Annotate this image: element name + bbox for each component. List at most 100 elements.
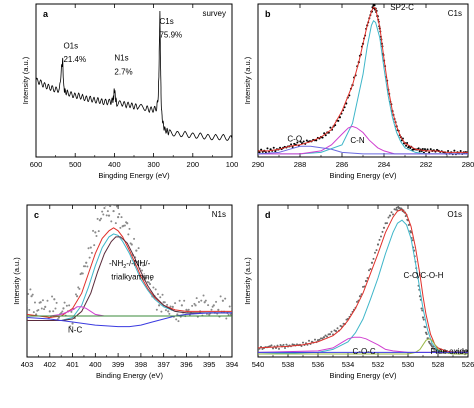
data-point <box>366 277 369 280</box>
data-point <box>409 231 413 234</box>
data-point <box>447 149 450 152</box>
data-point <box>421 148 424 151</box>
data-point <box>386 222 388 225</box>
data-point <box>423 148 426 151</box>
data-point <box>212 304 215 307</box>
data-point <box>375 249 378 252</box>
data-point <box>429 148 432 151</box>
x-tick-label: 536 <box>312 360 325 369</box>
data-point <box>53 298 56 301</box>
annotation-label: C1s <box>159 17 173 26</box>
data-point <box>63 301 66 304</box>
data-point <box>387 216 390 219</box>
series-line <box>258 6 468 153</box>
series-layer <box>258 205 468 356</box>
data-point <box>126 222 129 225</box>
data-point <box>46 299 49 302</box>
panel-c-n1s: 403 402 401 400 399 398 397 396 395 394 Binding En… <box>12 204 238 380</box>
data-point <box>200 299 203 302</box>
data-point <box>117 216 120 219</box>
data-point <box>203 301 206 304</box>
x-tick-label: 530 <box>402 360 415 369</box>
data-point <box>270 344 273 347</box>
data-point <box>374 251 376 254</box>
data-point <box>336 327 339 330</box>
data-point <box>282 343 285 346</box>
data-point <box>28 308 31 311</box>
data-point <box>78 287 81 290</box>
panel-a-survey: 600 500 400 300 200 100 Bingding Energy (eV) In… <box>21 3 238 180</box>
data-point <box>43 308 46 311</box>
data-point <box>272 146 275 149</box>
data-point <box>97 230 100 233</box>
data-point <box>95 235 98 238</box>
data-point <box>372 257 375 260</box>
data-point <box>147 281 150 284</box>
data-point <box>465 349 468 352</box>
series-layer <box>27 205 232 328</box>
data-point <box>388 214 392 217</box>
data-point <box>159 296 162 299</box>
data-point <box>55 301 58 304</box>
data-point <box>426 148 429 151</box>
data-point <box>269 148 272 151</box>
x-tick-label: 540 <box>252 360 265 369</box>
data-point <box>52 310 55 313</box>
x-tick-label: 532 <box>372 360 385 369</box>
data-point <box>119 226 122 229</box>
data-point <box>296 141 299 144</box>
data-point <box>109 205 112 208</box>
data-point <box>70 310 73 313</box>
x-tick-label: 528 <box>432 360 445 369</box>
data-point <box>384 222 387 225</box>
x-tick-label: 398 <box>135 360 148 369</box>
data-point <box>93 244 96 247</box>
series-line <box>258 20 468 155</box>
annotation-label: -NH2-/-NH/- <box>109 259 151 270</box>
panel-letter: a <box>43 9 49 19</box>
data-point <box>51 295 54 298</box>
data-point <box>260 148 263 151</box>
data-point <box>193 302 196 305</box>
data-point <box>31 293 34 296</box>
annotation-subscript: 2 <box>123 264 126 270</box>
annotation-label: C-O <box>287 135 302 144</box>
data-point <box>33 301 36 304</box>
series-line <box>258 336 468 353</box>
x-tick-label: 300 <box>147 160 160 169</box>
annotation-label: N1s <box>114 54 128 63</box>
x-tick-label: 200 <box>187 160 200 169</box>
data-point <box>101 210 104 213</box>
data-point <box>166 303 169 306</box>
data-point <box>322 336 326 339</box>
data-point <box>368 269 370 272</box>
data-point <box>431 347 434 350</box>
data-point <box>160 310 163 313</box>
data-point <box>381 230 384 233</box>
data-point <box>276 344 279 347</box>
data-point <box>299 140 302 143</box>
data-point <box>62 307 65 310</box>
x-tick-label: 280 <box>462 160 474 169</box>
data-point <box>76 295 79 298</box>
data-point <box>422 318 425 321</box>
data-point <box>137 247 140 250</box>
series-line <box>27 312 232 328</box>
data-point <box>127 233 130 236</box>
x-tick-label: 401 <box>66 360 79 369</box>
data-point <box>135 249 138 252</box>
series-line <box>258 145 468 155</box>
data-point <box>177 320 180 323</box>
data-point <box>163 301 166 304</box>
x-tick-label: 500 <box>69 160 82 169</box>
annotation-label: C-O-C <box>353 347 376 356</box>
panel-b-c1s: 290 288 286 284 282 280 Binding Energy (eV) Int… <box>243 3 474 180</box>
data-point <box>221 299 224 302</box>
panel-title: survey <box>202 9 226 18</box>
data-point <box>154 288 157 291</box>
x-tick-label: 538 <box>282 360 295 369</box>
data-point <box>279 146 282 149</box>
data-point <box>300 345 303 348</box>
data-point <box>274 150 277 153</box>
data-point <box>86 265 89 268</box>
